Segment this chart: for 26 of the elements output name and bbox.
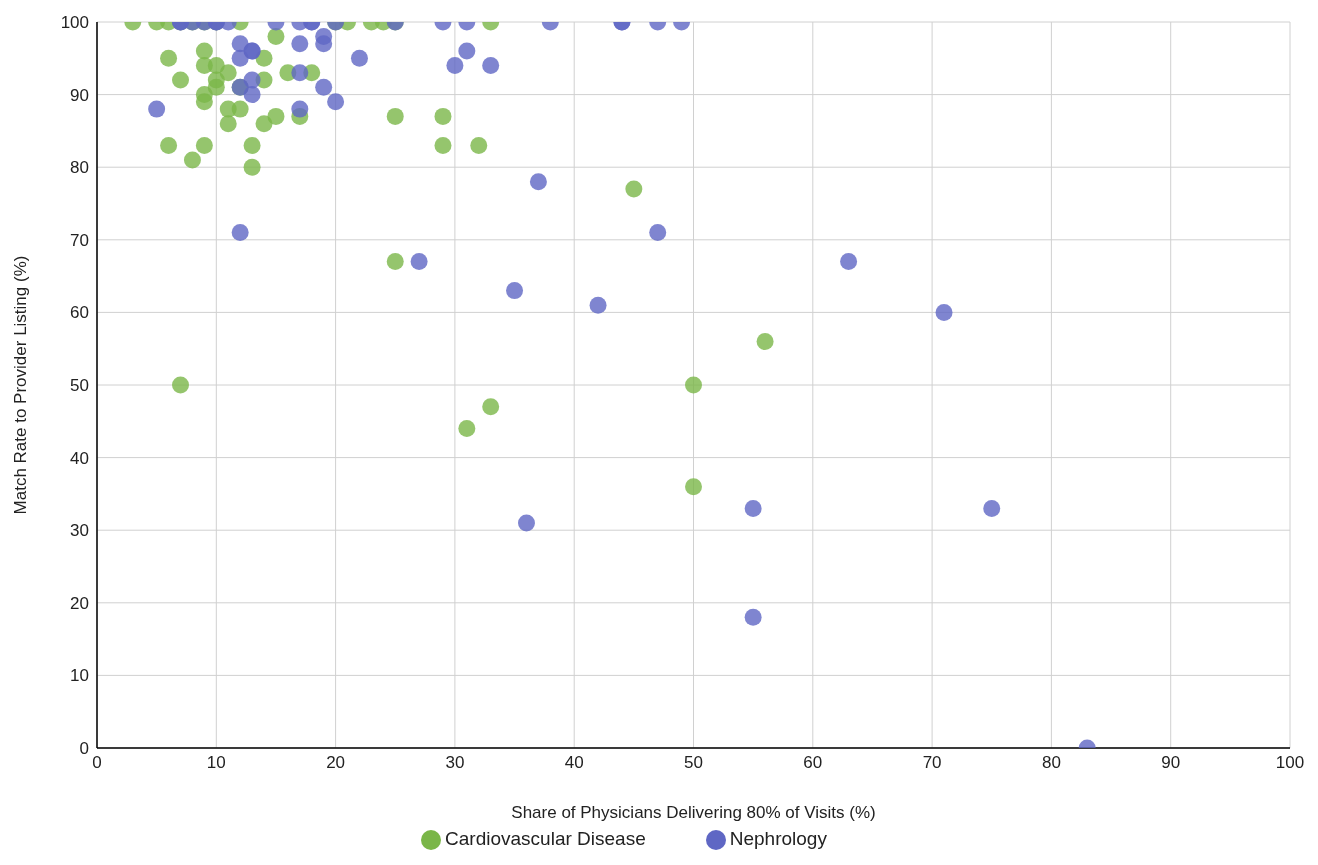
y-tick-label: 20 bbox=[70, 593, 89, 613]
x-tick-label: 90 bbox=[1161, 753, 1181, 773]
x-tick-label: 60 bbox=[803, 753, 823, 773]
y-tick-label: 50 bbox=[70, 376, 89, 396]
y-axis-title: Match Rate to Provider Listing (%) bbox=[11, 255, 31, 515]
y-tick-label: 60 bbox=[70, 303, 89, 323]
x-tick-label: 100 bbox=[1275, 753, 1305, 773]
legend-label: Nephrology bbox=[729, 828, 827, 849]
x-tick-label: 80 bbox=[1041, 753, 1061, 773]
x-tick-label: 30 bbox=[445, 753, 465, 773]
x-tick-label: 50 bbox=[684, 753, 703, 773]
y-tick-label: 100 bbox=[60, 13, 89, 33]
y-tick-label: 0 bbox=[79, 739, 89, 759]
x-tick-label: 70 bbox=[922, 753, 942, 773]
x-axis-title: Share of Physicians Delivering 80% of Visits (%) bbox=[511, 803, 876, 822]
y-tick-label: 40 bbox=[70, 448, 89, 468]
y-tick-label: 80 bbox=[70, 158, 89, 178]
y-tick-label: 90 bbox=[70, 85, 89, 105]
y-tick-label: 10 bbox=[70, 666, 89, 686]
x-tick-label: 20 bbox=[326, 753, 346, 773]
y-tick-label: 30 bbox=[70, 521, 89, 541]
x-tick-label: 10 bbox=[206, 753, 226, 773]
x-tick-label: 0 bbox=[92, 753, 102, 773]
y-tick-label: 70 bbox=[70, 230, 89, 250]
x-tick-label: 40 bbox=[564, 753, 584, 773]
legend-label: Cardiovascular Disease bbox=[445, 828, 646, 849]
